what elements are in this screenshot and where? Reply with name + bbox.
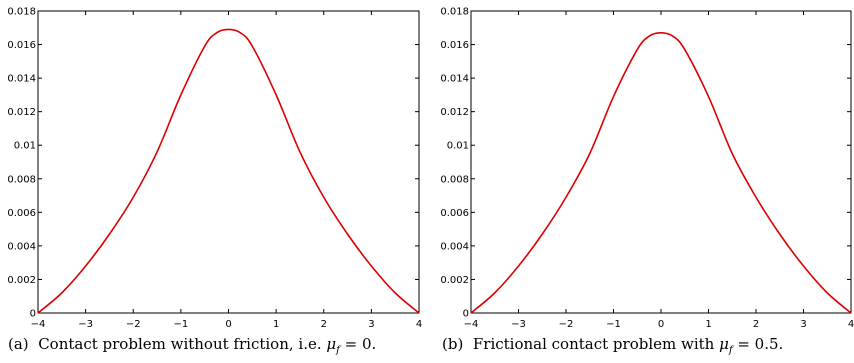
caption-a-text: Contact problem without friction, i.e. [38,335,322,353]
y-tick-label: 0.016 [440,40,469,51]
x-tick-label: 3 [800,319,806,330]
caption-a-sub: f [336,345,340,356]
x-tick-label: 0 [658,319,664,330]
y-tick-label: 0.002 [7,275,36,286]
y-tick-label: 0.012 [7,107,36,118]
chart-panel-a: −4 −3 −2 −1 0 1 2 3 4 0 0.002 0.004 0.006 0.008 0.01 0.… [7,7,422,331]
series-line [470,32,852,314]
caption-b-suffix: = 0.5. [737,335,784,353]
y-tick-label: 0.004 [440,241,469,252]
y-tick-label: 0.014 [440,74,469,85]
caption-b-sub: f [728,345,733,356]
y-tick-label: 0.018 [440,7,469,18]
y-tick-label: 0.004 [7,241,36,252]
caption-b: (b) Frictional contact problem with μf =… [442,335,783,356]
caption-b-math: μ [719,335,729,353]
y-tick-label: 0.008 [440,174,469,185]
caption-a-label: (a) [8,335,29,353]
x-tick-label: 4 [416,319,422,330]
y-tick-label: 0.018 [7,7,36,18]
x-tick-label: 3 [368,319,374,330]
y-tick-label: 0.002 [440,275,469,286]
x-tick-label: 2 [753,319,759,330]
y-tick-label: 0.012 [440,107,469,118]
plot-frame [37,10,420,314]
x-tick-label: 1 [273,319,279,330]
chart-panel-b: −4 −3 −2 −1 0 1 2 3 4 0 0.002 0.004 0.006 0.008 0.01 0.… [440,7,854,331]
caption-a-suffix: = 0. [344,335,377,353]
y-tick-label: 0.008 [7,174,36,185]
x-tick-label: −1 [606,319,621,330]
x-tick-label: −3 [511,319,526,330]
series-line [37,28,420,314]
x-tick-label: −4 [31,319,46,330]
x-tick-label: 1 [705,319,711,330]
y-tick-label: 0 [463,309,469,320]
y-tick-label: 0.01 [14,141,36,152]
x-tick-label: 2 [321,319,327,330]
y-tick-label: 0.014 [7,74,36,85]
caption-a: (a) Contact problem without friction, i.… [8,335,376,356]
y-tick-label: 0.01 [447,141,469,152]
y-tick-label: 0.016 [7,40,36,51]
x-tick-label: −4 [464,319,479,330]
x-tick-label: −2 [126,319,141,330]
caption-b-text: Frictional contact problem with [472,335,715,353]
x-tick-label: −3 [78,319,93,330]
y-tick-label: 0.006 [440,208,469,219]
caption-b-label: (b) [442,335,464,353]
x-tick-label: −2 [559,319,574,330]
x-tick-label: 4 [848,319,854,330]
y-tick-label: 0.006 [7,208,36,219]
plot-frame [470,10,852,314]
x-tick-label: 0 [225,319,231,330]
y-tick-label: 0 [30,309,36,320]
caption-a-math: μ [326,335,337,353]
x-tick-label: −1 [174,319,189,330]
